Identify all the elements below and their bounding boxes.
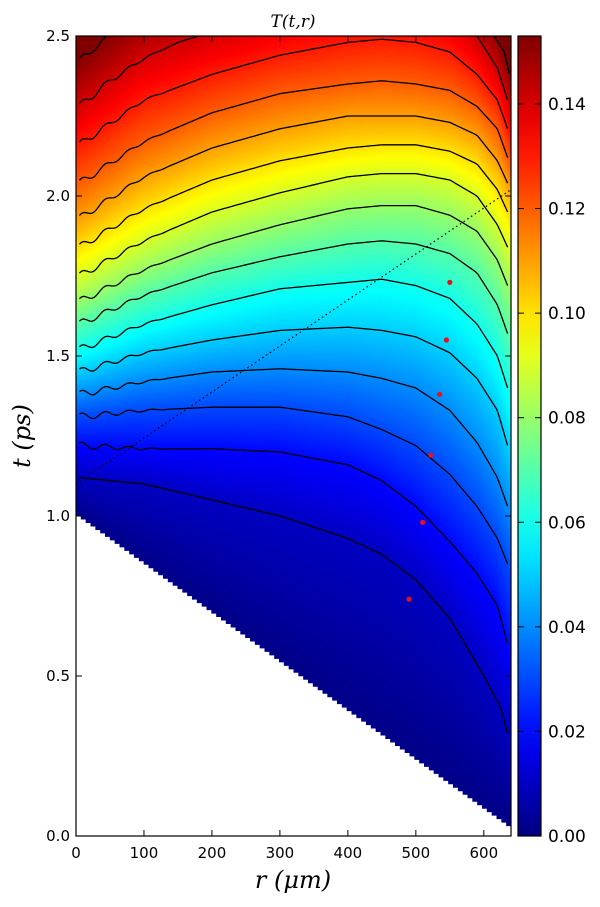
x-tick-label: 100 <box>130 844 159 862</box>
colorbar-tick-label: 0.04 <box>548 618 586 638</box>
x-tick-label: 300 <box>266 844 295 862</box>
x-axis: 0 100 200 300 400 500 600 <box>71 36 498 862</box>
y-tick-label: 1.5 <box>46 347 70 365</box>
contour-line <box>79 368 509 507</box>
contour-line <box>78 204 509 300</box>
contour-line <box>78 36 109 60</box>
colorbar <box>518 36 541 836</box>
colorbar-tick-label: 0.00 <box>548 827 586 847</box>
contour-line <box>79 326 509 446</box>
y-tick-label: 2.5 <box>46 27 70 45</box>
contour-line <box>78 144 509 245</box>
y-axis: 0.0 0.5 1.0 1.5 2.0 2.5 <box>46 27 511 845</box>
x-tick-label: 0 <box>71 844 81 862</box>
contour-line <box>493 36 511 75</box>
colorbar-tick-label: 0.06 <box>548 513 586 533</box>
red-marker <box>406 596 412 602</box>
contour-line <box>78 115 509 216</box>
red-marker <box>428 452 434 458</box>
masked-region <box>76 516 511 836</box>
contour-line <box>78 80 509 181</box>
contour-line <box>79 441 509 645</box>
colorbar-tick-label: 0.08 <box>548 409 586 429</box>
contour-line <box>78 38 509 143</box>
colorbar-frame <box>517 35 542 837</box>
red-marker <box>447 279 453 285</box>
contour-line <box>79 476 509 734</box>
x-tick-label: 200 <box>198 844 227 862</box>
plot-frame <box>75 35 512 837</box>
y-tick-label: 1.0 <box>46 507 70 525</box>
colorbar-ticks: 0.00 0.02 0.04 0.06 0.08 0.10 0.12 0.14 <box>518 95 586 847</box>
chart-title: T(t,r) <box>271 12 316 32</box>
colorbar-tick-label: 0.12 <box>548 200 586 220</box>
colorbar-tick-label: 0.02 <box>548 722 586 742</box>
y-tick-label: 0.5 <box>46 667 70 685</box>
contour-line <box>79 240 509 334</box>
contour-line <box>79 406 509 565</box>
x-axis-label: r (μm) <box>255 866 331 894</box>
contour-line <box>476 36 509 101</box>
colorbar-tick-label: 0.10 <box>548 304 586 324</box>
x-tick-label: 500 <box>402 844 431 862</box>
dotted-line <box>76 189 511 485</box>
contour-line <box>79 278 509 389</box>
red-marker <box>437 391 443 397</box>
colorbar-tick-label: 0.14 <box>548 95 586 115</box>
y-tick-label: 0.0 <box>46 827 70 845</box>
y-tick-label: 2.0 <box>46 187 70 205</box>
contour-line <box>78 36 199 104</box>
y-axis-label: t (ps) <box>8 404 36 468</box>
x-tick-label: 600 <box>469 844 498 862</box>
red-marker <box>443 337 450 343</box>
red-marker <box>420 519 426 526</box>
x-tick-label: 400 <box>334 844 363 862</box>
contour-line <box>78 172 509 274</box>
